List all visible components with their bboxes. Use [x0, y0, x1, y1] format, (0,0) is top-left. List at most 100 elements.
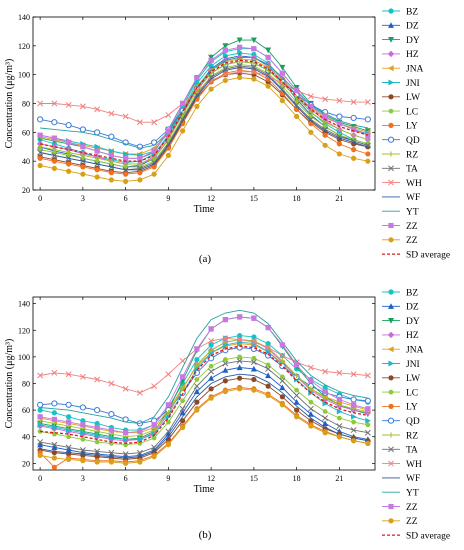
legend-marker — [387, 331, 395, 339]
data-point — [108, 380, 115, 387]
y-axis-label: Concentration (μg/m³) — [4, 59, 15, 149]
y-tick-label: 20 — [22, 186, 30, 195]
data-point — [136, 389, 143, 396]
data-point — [94, 376, 101, 383]
legend-marker — [388, 37, 394, 43]
legend-label: LW — [406, 374, 420, 384]
data-point — [265, 71, 272, 78]
data-point — [365, 406, 371, 412]
x-axis-label: Time — [194, 204, 215, 215]
data-point — [208, 386, 214, 392]
data-point — [193, 383, 200, 390]
data-point — [307, 364, 314, 371]
legend-label: TA — [406, 165, 418, 175]
data-point — [80, 152, 86, 158]
data-point — [250, 64, 257, 71]
y-tick-label: 40 — [22, 157, 30, 166]
data-point — [237, 354, 243, 360]
y-tick-label: 80 — [22, 100, 30, 109]
legend-entry: ZZ — [382, 517, 418, 527]
data-point — [80, 458, 86, 464]
data-point — [307, 411, 314, 417]
legend-marker — [388, 222, 394, 229]
data-point — [307, 405, 314, 412]
legend-entry: ZZ — [382, 236, 418, 246]
data-point — [151, 155, 157, 161]
data-point — [293, 399, 300, 405]
data-point — [364, 429, 371, 436]
legend-entry: TA — [382, 165, 418, 175]
series-line — [40, 67, 369, 171]
data-point — [79, 404, 86, 411]
data-point — [108, 170, 114, 176]
data-point — [151, 435, 157, 441]
data-point — [94, 155, 100, 161]
data-point — [350, 396, 357, 403]
data-point — [137, 170, 143, 176]
data-point — [279, 86, 286, 93]
data-point — [108, 148, 115, 155]
data-point — [208, 368, 215, 375]
data-point — [237, 375, 243, 381]
data-point — [294, 87, 300, 94]
legend-entry: BZ — [382, 7, 418, 17]
data-point — [151, 119, 158, 126]
data-point — [322, 395, 328, 401]
data-point — [265, 325, 271, 331]
data-point — [322, 132, 328, 138]
legend-entry: JNI — [382, 360, 420, 370]
series-line — [40, 71, 368, 123]
data-point — [194, 377, 200, 382]
data-point — [94, 143, 101, 150]
data-point — [294, 387, 300, 393]
data-point — [322, 126, 329, 133]
legend-label: ZZ — [406, 517, 418, 527]
data-point — [279, 384, 286, 391]
data-point — [137, 155, 143, 161]
legend-label: JNI — [406, 360, 420, 370]
caption-b: (b) — [199, 529, 212, 541]
series-wf — [40, 67, 369, 171]
legend-marker — [388, 22, 394, 28]
legend-entry: SD average — [382, 250, 450, 260]
data-point — [37, 144, 43, 150]
legend-marker — [388, 460, 394, 467]
data-point — [108, 152, 114, 158]
legend-label: ZZ — [406, 222, 418, 232]
data-point — [136, 119, 143, 126]
data-point — [351, 126, 357, 133]
legend-marker — [388, 122, 394, 128]
data-point — [66, 419, 72, 425]
data-point — [137, 428, 143, 435]
data-point — [79, 447, 86, 453]
data-point — [222, 77, 228, 84]
data-point — [251, 387, 257, 393]
x-tick-label: 12 — [207, 194, 215, 203]
legend-label: DY — [406, 36, 420, 46]
x-tick-label: 15 — [250, 474, 258, 483]
legend-entry: LW — [382, 374, 420, 384]
data-point — [208, 375, 215, 381]
legend-entry: JNA — [382, 65, 424, 75]
y-tick-label: 80 — [22, 380, 30, 389]
data-point — [37, 155, 43, 161]
series-line — [39, 59, 369, 162]
legend-marker — [388, 303, 394, 309]
data-point — [80, 418, 86, 424]
data-point — [294, 113, 300, 120]
data-point — [336, 141, 342, 147]
x-tick-label: 18 — [293, 194, 301, 203]
data-point — [51, 100, 58, 107]
legend-label: JNA — [406, 65, 424, 75]
data-point — [350, 371, 357, 378]
data-point — [194, 356, 200, 363]
series-line — [40, 46, 369, 159]
x-tick-label: 12 — [207, 474, 215, 483]
data-point — [122, 113, 129, 120]
y-tick-label: 100 — [18, 353, 30, 362]
data-point — [336, 126, 342, 133]
legend-marker — [388, 375, 394, 381]
data-point — [250, 359, 257, 366]
series-rz — [37, 336, 371, 440]
data-point — [322, 430, 328, 436]
